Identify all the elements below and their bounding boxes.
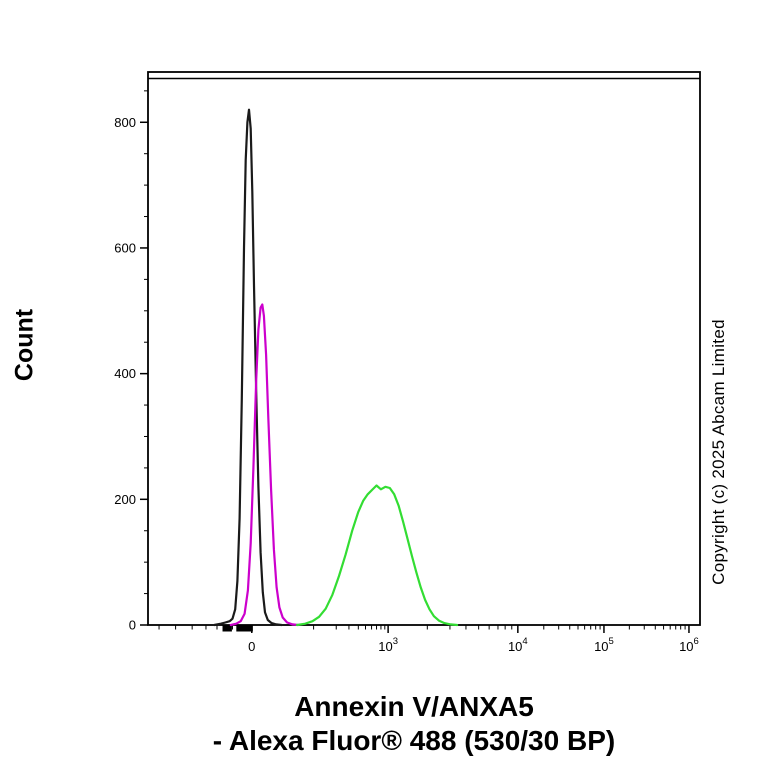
y-axis-tick-label: 800 — [114, 115, 136, 130]
x-axis-tick-label: 106 — [679, 636, 699, 654]
x-axis-tick-label: 105 — [594, 636, 614, 654]
x-axis-tick-label: 104 — [508, 636, 528, 654]
x-axis: 0 103 104 105 106 — [158, 625, 699, 654]
series-green-curve — [295, 484, 459, 627]
plot-frame — [147, 71, 701, 626]
x-axis-title: Annexin V/ANXA5 - Alexa Fluor® 488 (530/… — [64, 690, 764, 758]
y-axis-tick-label: 600 — [114, 240, 136, 255]
y-axis-tick-label: 0 — [129, 618, 136, 633]
x-axis-tick-label: 103 — [378, 636, 398, 654]
x-axis-tick-label: 0 — [248, 639, 255, 654]
y-axis-tick-label: 200 — [114, 492, 136, 507]
y-axis-title: Count — [10, 308, 39, 382]
series-black-curve — [213, 108, 283, 627]
y-axis-tick-label: 400 — [114, 366, 136, 381]
series-magenta-curve — [229, 303, 300, 627]
x-axis-title-line2: - Alexa Fluor® 488 (530/30 BP) — [212, 725, 616, 757]
copyright-text: Copyright (c) 2025 Abcam Limited — [709, 319, 728, 585]
x-axis-title-line1: Annexin V/ANXA5 — [294, 691, 534, 722]
y-axis: 0 200 400 600 800 — [114, 90, 148, 633]
